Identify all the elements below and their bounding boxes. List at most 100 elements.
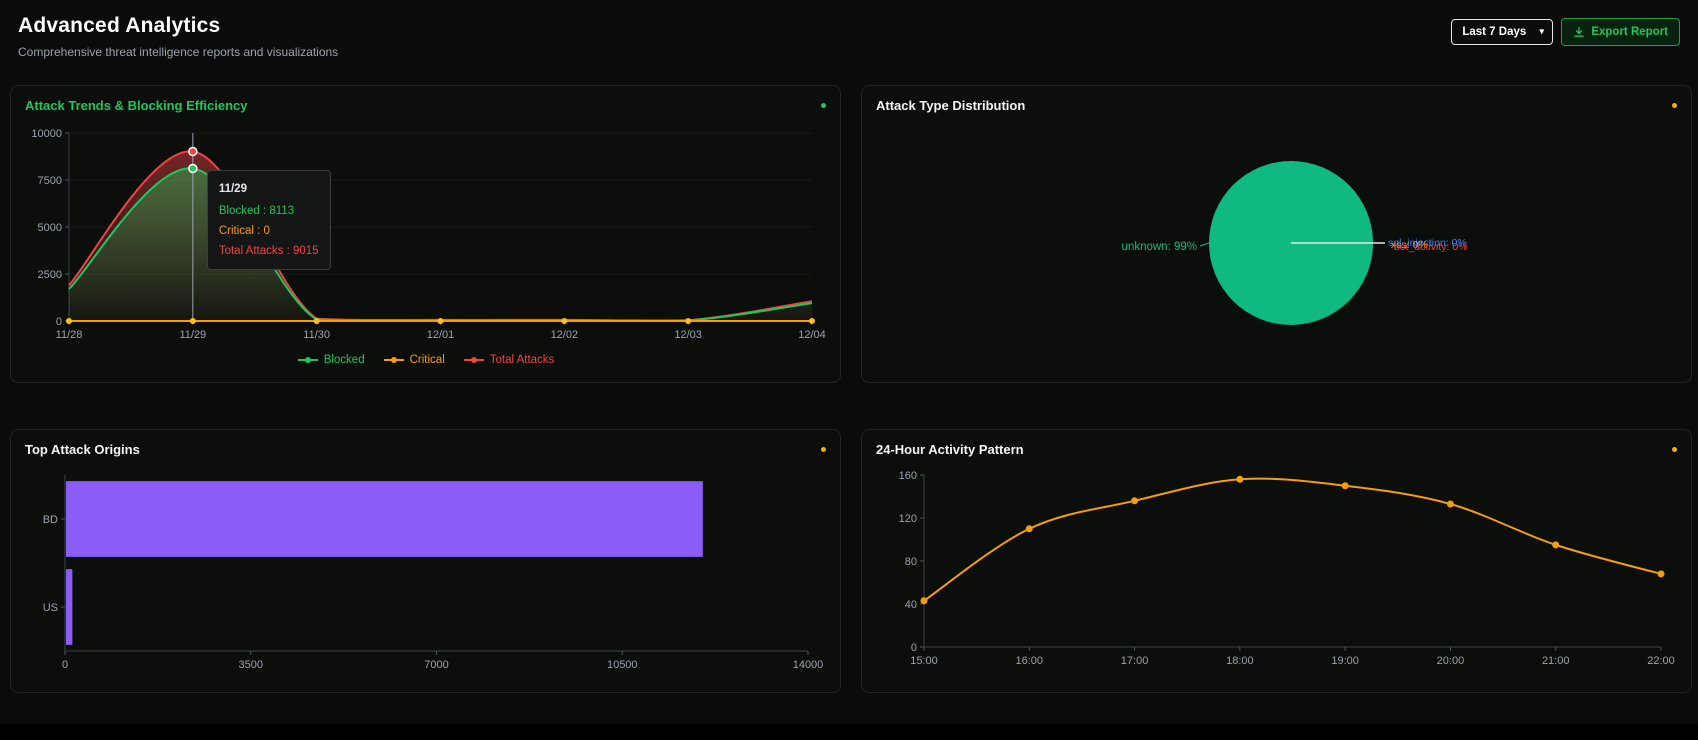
chart-legend: Blocked Critical Total Attacks [25,354,826,366]
header-controls: Last 7 Days Export Report [1451,18,1680,46]
legend-item-critical[interactable]: Critical [383,354,445,366]
x-axis-label: 11/29 [179,329,206,341]
live-indicator-icon [1672,447,1677,452]
legend-label: Critical [409,354,445,366]
active-data-point-total-attacks[interactable] [188,146,198,157]
live-indicator-icon [821,447,826,452]
bar-us[interactable] [66,569,73,645]
panel-title-attack-type: Attack Type Distribution [876,98,1026,113]
legend-item-blocked[interactable]: Blocked [297,354,365,366]
critical-data-point[interactable] [809,318,815,324]
legend-item-total-attacks[interactable]: Total Attacks [463,354,554,366]
x-axis-label: 14000 [793,659,824,671]
x-axis-label: 19:00 [1331,655,1359,667]
attack-trends-chart-wrap: 0 2500 5000 7500 10000 11/28 11/29 11/30 12/01 12… [25,119,826,366]
panel-activity-head: 24-Hour Activity Pattern [876,442,1677,457]
panel-title-origins: Top Attack Origins [25,442,140,457]
critical-data-point[interactable] [189,318,196,324]
page-header: Advanced Analytics Comprehensive threat … [10,12,1688,59]
pie-label-sql_injection: sql_injection: 0% [1388,237,1467,249]
legend-label: Blocked [323,354,365,366]
page-subtitle: Comprehensive threat intelligence report… [18,45,339,59]
critical-data-point[interactable] [313,318,320,324]
x-axis-label: 12/02 [551,329,579,341]
y-axis-label: BD [43,514,58,526]
x-axis-label: 15:00 [910,655,938,667]
critical-data-point[interactable] [66,318,72,324]
attack-trends-chart[interactable]: 0 2500 5000 7500 10000 11/28 11/29 11/30 12/01 12… [25,119,826,351]
pie-label-unknown: unknown: 99% [1122,241,1197,253]
panel-24h-activity: 24-Hour Activity Pattern 0 40 80 120 160 15:0… [861,429,1692,693]
x-axis-label: 12/04 [798,329,826,341]
legend-line-icon [297,357,318,363]
y-axis-label: 160 [899,470,917,482]
y-axis-label: 0 [56,316,62,328]
activity-data-point[interactable] [1657,570,1665,578]
live-indicator-icon [1672,103,1677,108]
activity-data-point[interactable] [1236,475,1244,483]
page-title: Advanced Analytics [18,14,221,37]
page-heading-group: Advanced Analytics Comprehensive threat … [18,14,338,59]
y-axis-label: 0 [911,642,917,654]
x-axis-label: 22:00 [1647,655,1675,667]
y-axis-label: 7500 [38,175,62,187]
activity-data-point[interactable] [920,597,928,605]
y-axis-label: 40 [905,599,917,611]
panel-title-activity: 24-Hour Activity Pattern [876,442,1024,457]
panel-attack-type-distribution: Attack Type Distribution unknown: 99% sql… [861,85,1692,383]
time-range-select[interactable]: Last 7 Days [1451,19,1554,45]
panel-title-attack-trends: Attack Trends & Blocking Efficiency [25,98,248,113]
pie-label-bot_activity: bot_activity: 0% [1394,241,1468,253]
attack-type-chart-wrap: unknown: 99% sql_injection: 0% xss: 0% bot_… [876,119,1677,369]
x-axis-label: 7000 [424,659,448,671]
panel-top-attack-origins: Top Attack Origins 0 3500 7000 10500 14000 BD… [10,429,841,693]
x-axis-label: 11/28 [56,329,83,341]
pie-label-line [1199,242,1210,247]
critical-data-point[interactable] [561,318,568,324]
active-data-point-blocked[interactable] [188,163,198,174]
y-axis-label: 2500 [38,269,62,281]
x-axis-label: 3500 [239,659,263,671]
critical-data-point[interactable] [685,318,692,324]
download-icon [1574,26,1584,37]
export-report-label: Export Report [1591,26,1668,38]
panel-attack-type-head: Attack Type Distribution [876,98,1677,113]
x-axis-label: 18:00 [1226,655,1254,667]
activity-line [923,477,1662,602]
x-axis-label: 12/03 [674,329,702,341]
y-axis-label: 120 [899,513,917,525]
activity-data-point[interactable] [1131,497,1139,505]
x-axis-label: 10500 [607,659,638,671]
activity-data-point[interactable] [1025,525,1033,533]
x-axis-label: 11/30 [303,329,330,341]
x-axis-label: 16:00 [1016,655,1044,667]
pie-label-xss: xss: 0% [1391,239,1428,251]
time-range-select-wrap: Last 7 Days [1451,19,1554,45]
attack-origins-chart[interactable]: 0 3500 7000 10500 14000 BD US [25,463,826,681]
x-axis-label: 17:00 [1121,655,1149,667]
attack-type-chart[interactable]: unknown: 99% sql_injection: 0%xss: 0%bot_… [876,119,1677,369]
activity-data-point[interactable] [1341,482,1349,490]
x-axis-label: 20:00 [1437,655,1465,667]
hourly-activity-chart-wrap: 0 40 80 120 160 15:00 16:00 17:00 18:00 19:00 20:0… [876,463,1677,673]
x-axis-label: 21:00 [1542,655,1570,667]
activity-data-point[interactable] [1446,500,1454,508]
legend-line-icon [463,357,484,363]
panel-origins-head: Top Attack Origins [25,442,826,457]
legend-line-icon [383,357,404,363]
live-indicator-icon [821,103,826,108]
y-axis-label: 10000 [31,128,62,140]
y-axis-label: US [43,602,58,614]
y-axis-label: 80 [905,556,917,568]
charts-grid: Attack Trends & Blocking Efficiency 0 250… [10,85,1692,693]
panel-attack-trends-head: Attack Trends & Blocking Efficiency [25,98,826,113]
attack-origins-chart-wrap: 0 3500 7000 10500 14000 BD US [25,463,826,681]
panel-attack-trends: Attack Trends & Blocking Efficiency 0 250… [10,85,841,383]
x-axis-label: 0 [62,659,68,671]
activity-data-point[interactable] [1552,541,1560,549]
x-axis-label: 12/01 [427,329,455,341]
hourly-activity-chart[interactable]: 0 40 80 120 160 15:00 16:00 17:00 18:00 19:00 20:0… [876,463,1677,673]
export-report-button[interactable]: Export Report [1561,18,1680,46]
critical-data-point[interactable] [437,318,444,324]
bar-bd[interactable] [66,481,703,557]
